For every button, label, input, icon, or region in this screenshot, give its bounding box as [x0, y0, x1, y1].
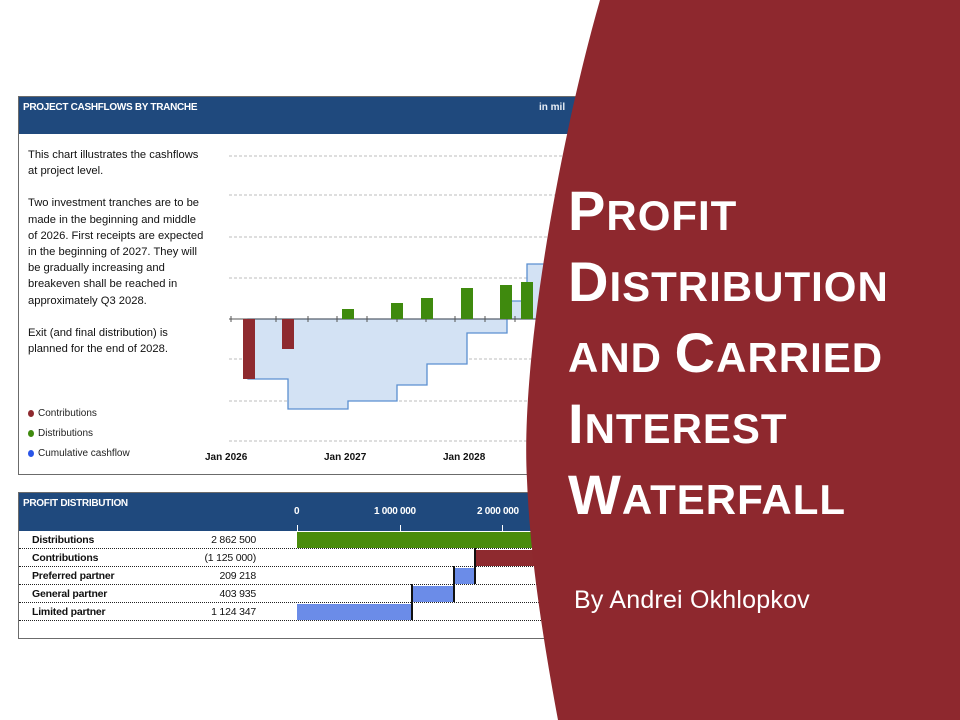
profit-distribution-panel: PROFIT DISTRIBUTION 0 1 000 000 2 000 00… — [18, 492, 590, 639]
waterfall-connector — [453, 566, 455, 602]
legend-label: Distributions — [38, 427, 94, 439]
legend-item-cumulative: Cumulative cashflow — [28, 443, 130, 463]
row-value: (1 125 000) — [204, 552, 256, 564]
table-row: Preferred partner 209 218 — [19, 567, 577, 585]
distribution-panel-title: PROFIT DISTRIBUTION — [23, 498, 128, 509]
table-row: Limited partner 1 124 347 — [19, 603, 577, 621]
row-label: Limited partner — [32, 606, 106, 618]
row-value: 2 862 500 — [211, 534, 256, 546]
legend-dot-icon — [28, 449, 34, 457]
x-tick-label: 1 000 000 — [374, 506, 416, 517]
tick-mark — [297, 525, 298, 531]
tick-mark — [502, 525, 503, 531]
gridlines — [229, 155, 579, 442]
author-byline: By Andrei Okhlopkov — [574, 586, 810, 614]
legend-label: Contributions — [38, 407, 97, 419]
title-line: WATERFALL — [568, 463, 847, 526]
limited-partner-bar — [297, 604, 412, 620]
title-line: AND CARRIED — [568, 321, 884, 384]
cashflow-panel-header: PROJECT CASHFLOWS BY TRANCHE in mil — [19, 97, 577, 134]
description-paragraph: This chart illustrates the cashflows at … — [28, 149, 199, 178]
general-partner-bar — [412, 586, 454, 602]
row-value: 403 935 — [219, 588, 256, 600]
distributions-bars — [342, 282, 533, 319]
x-axis-label: Jan 2026 — [205, 452, 248, 463]
x-tick-label: 0 — [294, 506, 300, 517]
x-tick-label: 2 000 000 — [477, 506, 519, 517]
x-axis-label: Jan 2027 — [324, 452, 367, 463]
row-label: Distributions — [32, 534, 95, 546]
waterfall-connector — [474, 548, 476, 584]
waterfall-connector — [411, 584, 413, 620]
title-line: PROFIT — [568, 179, 738, 242]
cumulative-cashflow-area — [247, 263, 579, 410]
x-axis-label: Jan 2028 — [443, 452, 486, 463]
unit-label: in mil — [539, 102, 566, 113]
tick-mark — [400, 525, 401, 531]
distribution-panel-header: PROFIT DISTRIBUTION 0 1 000 000 2 000 00… — [19, 493, 577, 531]
distributions-bar — [297, 532, 590, 548]
row-label: Preferred partner — [32, 570, 115, 582]
chart-legend: Contributions Distributions Cumulative c… — [28, 403, 130, 463]
table-row: General partner 403 935 — [19, 585, 577, 603]
row-label: General partner — [32, 588, 108, 600]
legend-item-distributions: Distributions — [28, 423, 130, 443]
title-line: INTEREST — [568, 392, 788, 455]
legend-label: Cumulative cashflow — [38, 447, 130, 459]
presentation-title: PROFIT DISTRIBUTION AND CARRIED INTEREST… — [568, 178, 889, 533]
legend-dot-icon — [28, 409, 34, 417]
legend-dot-icon — [28, 429, 34, 437]
description-paragraph: Two investment tranches are to be made i… — [28, 197, 204, 307]
table-row: Distributions 2 862 500 — [19, 531, 590, 549]
title-line: DISTRIBUTION — [568, 250, 889, 313]
row-value: 1 124 347 — [211, 606, 256, 618]
chart-description: This chart illustrates the cashflows at … — [28, 147, 208, 373]
row-label: Contributions — [32, 552, 99, 564]
description-paragraph: Exit (and final distribution) is planned… — [28, 326, 168, 356]
cashflow-plot — [229, 155, 579, 442]
cashflow-chart-panel: PROJECT CASHFLOWS BY TRANCHE in mil This… — [18, 96, 579, 475]
cashflow-panel-title: PROJECT CASHFLOWS BY TRANCHE — [23, 102, 198, 113]
row-value: 209 218 — [219, 570, 256, 582]
contributions-bars — [243, 319, 294, 379]
preferred-partner-bar — [454, 568, 475, 584]
legend-item-contributions: Contributions — [28, 403, 130, 423]
